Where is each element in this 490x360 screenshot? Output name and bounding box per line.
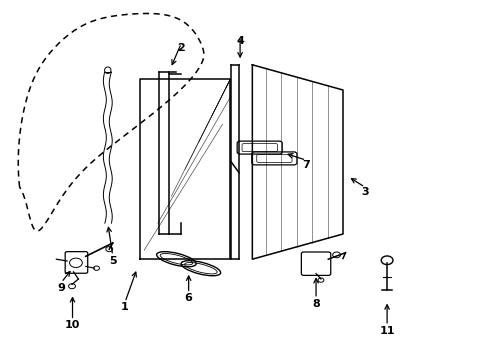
Text: 6: 6 [185, 293, 193, 303]
Text: 11: 11 [379, 326, 395, 336]
Text: 4: 4 [236, 36, 244, 46]
Text: 2: 2 [177, 43, 185, 53]
Text: 9: 9 [57, 283, 65, 293]
Text: 3: 3 [361, 187, 369, 197]
Text: 1: 1 [121, 302, 129, 312]
Text: 8: 8 [312, 299, 320, 309]
Text: 5: 5 [109, 256, 117, 266]
Text: 7: 7 [302, 160, 310, 170]
Text: 10: 10 [65, 320, 80, 330]
